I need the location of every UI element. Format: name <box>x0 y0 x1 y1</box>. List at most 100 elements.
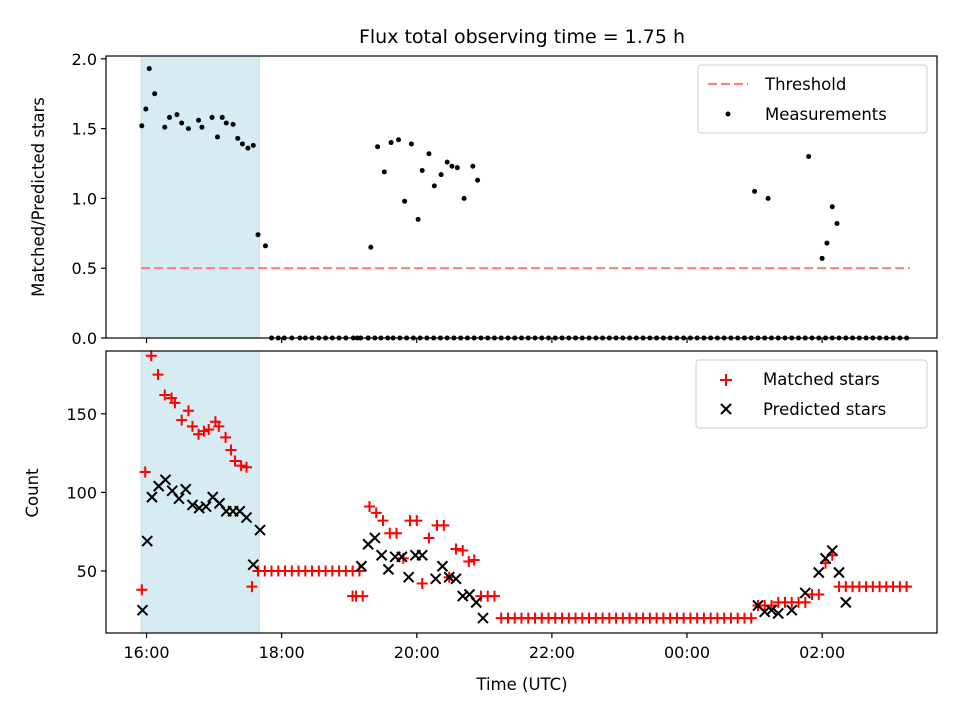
matched-star-point <box>246 581 258 593</box>
matched-star-point <box>799 596 811 608</box>
threshold-legend-label: Threshold <box>764 75 846 94</box>
matched-legend-swatch <box>720 374 732 386</box>
measurement-point <box>834 221 840 227</box>
measurement-point <box>185 126 191 132</box>
measurement-point <box>819 255 825 261</box>
predicted-star-point <box>765 604 778 616</box>
measurement-point <box>402 198 408 204</box>
measurements-legend-label: Measurements <box>765 105 887 124</box>
measurements-legend-swatch <box>725 111 731 117</box>
y-tick-label: 1.5 <box>72 120 97 139</box>
measurement-point <box>199 124 205 130</box>
matched-star-point <box>745 612 757 624</box>
bottom-legend-box <box>695 359 928 429</box>
measurement-point <box>139 123 145 129</box>
measurement-point <box>381 169 387 175</box>
predicted-star-point <box>840 596 852 609</box>
top-panel: 0.00.51.01.52.0 Matched/Predicted stars … <box>29 50 938 348</box>
y-tick-label: 150 <box>66 405 97 424</box>
predicted-star-point <box>240 511 253 524</box>
predicted-star-point <box>416 549 428 561</box>
top-highlight-span <box>140 55 260 339</box>
measurement-point <box>419 167 425 173</box>
matched-star-point <box>169 397 181 409</box>
matched-star-point <box>423 532 435 544</box>
matched-star-point <box>488 590 500 602</box>
star-count-points <box>136 350 913 624</box>
top-legend-box <box>697 64 928 134</box>
matched-star-point <box>363 501 375 513</box>
matched-star-point <box>136 584 148 596</box>
x-tick-label: 16:00 <box>123 643 169 662</box>
predicted-star-point <box>146 491 158 503</box>
matched-star-point <box>457 545 469 557</box>
x-tick-label: 20:00 <box>394 643 440 662</box>
y-tick-label: 50 <box>77 562 97 581</box>
predicted-star-point <box>786 604 798 616</box>
measurement-point <box>174 112 180 118</box>
predicted-star-point <box>826 544 838 557</box>
predicted-star-point <box>186 499 199 511</box>
matched-star-point <box>203 424 215 436</box>
chart-title: Flux total observing time = 1.75 h <box>359 26 685 48</box>
predicted-star-point <box>759 606 771 618</box>
measurement-point <box>196 117 202 123</box>
predicted-star-point <box>173 492 185 505</box>
matched-star-point <box>145 350 157 362</box>
matched-star-point <box>241 461 253 473</box>
matched-star-point <box>411 515 423 527</box>
measurement-point <box>431 183 437 189</box>
predicted-star-point <box>375 549 388 561</box>
matched-legend-label: Matched stars <box>763 370 880 389</box>
measurement-point <box>223 120 229 126</box>
matched-star-point <box>391 527 403 539</box>
measurement-point <box>375 144 381 150</box>
predicted-star-point <box>772 607 784 620</box>
matched-star-point <box>235 460 247 472</box>
predicted-star-point <box>436 560 449 572</box>
matched-star-point <box>225 444 237 456</box>
measurement-point <box>438 172 444 178</box>
measurement-point <box>368 244 374 250</box>
predicted-star-point <box>159 474 172 486</box>
measurement-point <box>829 204 835 210</box>
predicted-star-point <box>396 551 408 563</box>
top-legend: Threshold Measurements <box>697 64 928 134</box>
measurement-point <box>179 120 185 126</box>
measurement-point <box>152 91 158 97</box>
measurement-point <box>239 141 245 147</box>
x-tick-label: 02:00 <box>799 643 845 662</box>
bottom-legend: Matched stars Predicted stars <box>695 359 928 429</box>
measurement-point <box>146 66 152 72</box>
matched-star-point <box>213 420 225 432</box>
predicted-star-point <box>457 590 469 602</box>
matched-star-point <box>182 405 194 417</box>
measurement-point <box>461 195 467 201</box>
measurement-point <box>408 141 414 147</box>
matched-star-point <box>159 389 171 401</box>
matched-star-point <box>229 455 241 467</box>
bottom-highlight-span <box>140 350 260 634</box>
predicted-star-point <box>254 524 266 536</box>
measurement-point <box>806 154 812 160</box>
measurement-point <box>245 145 251 151</box>
matched-star-point <box>357 590 369 602</box>
measurement-point <box>255 232 261 238</box>
matched-star-point <box>139 466 151 478</box>
y-tick-label: 100 <box>66 483 97 502</box>
predicted-star-point <box>402 571 415 583</box>
matched-star-point <box>220 431 232 443</box>
matched-star-point <box>198 425 210 437</box>
top-y-axis-label: Matched/Predicted stars <box>29 97 48 297</box>
x-axis-label: Time (UTC) <box>475 675 567 694</box>
predicted-star-point <box>477 612 489 624</box>
predicted-star-point <box>382 563 395 576</box>
measurement-point <box>214 134 220 140</box>
measurement-point <box>426 151 432 157</box>
predicted-star-point <box>429 573 442 585</box>
matched-star-point <box>450 543 462 555</box>
matched-star-point <box>416 578 428 590</box>
predicted-star-point <box>833 566 845 579</box>
predicted-star-point <box>200 500 212 513</box>
